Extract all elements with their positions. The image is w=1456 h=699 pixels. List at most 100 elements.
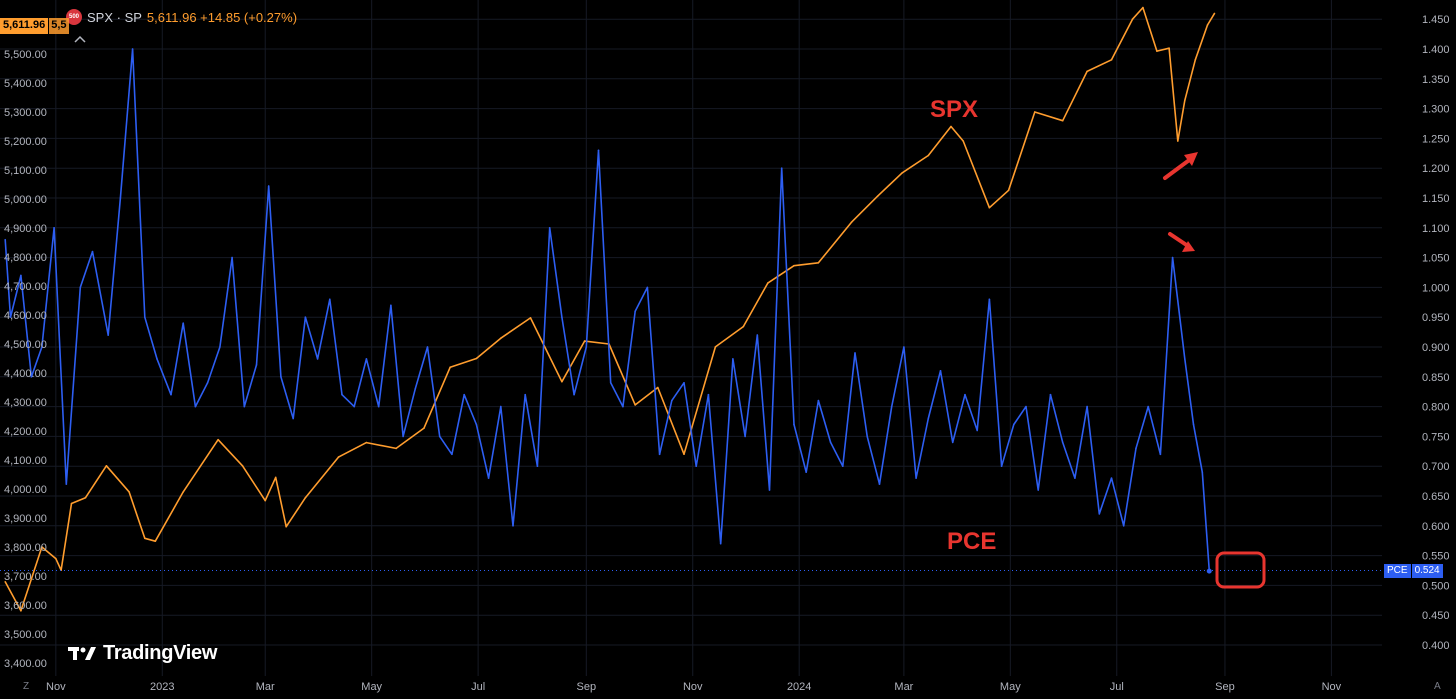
data-point-pce [255, 364, 258, 366]
data-point-pce [988, 298, 991, 301]
symbol-name[interactable]: SPX · SP [87, 9, 142, 25]
right-axis-tick: 1.150 [1422, 193, 1450, 205]
tradingview-logo[interactable]: TradingView [68, 642, 217, 665]
data-point-pce [658, 453, 661, 456]
data-point-pce [328, 298, 331, 301]
time-axis-tick: May [1000, 681, 1021, 693]
data-point-pce [756, 334, 759, 336]
data-point-pce [1147, 405, 1149, 408]
data-point-spx [20, 610, 22, 612]
right-axis-tick: 0.950 [1422, 312, 1450, 324]
data-point-pce [524, 393, 527, 396]
data-point-pce [951, 441, 954, 444]
data-point-spx [423, 427, 425, 429]
data-point-pce [829, 441, 832, 444]
data-point-spx [901, 172, 903, 174]
data-point-pce [426, 346, 429, 348]
data-point-spx [449, 366, 451, 369]
data-point-pce [107, 334, 109, 336]
pce-last-point [1206, 568, 1212, 574]
data-point-spx [128, 491, 130, 493]
tradingview-logo-icon [68, 646, 96, 660]
right-axis-tick: 1.350 [1422, 74, 1450, 86]
time-axis-tick: 2024 [787, 681, 811, 693]
left-axis-tick: 5,500.00 [4, 49, 47, 61]
pce-tag-value: 0.524 [1411, 564, 1443, 578]
data-point-spx [154, 540, 157, 542]
data-point-pce [707, 393, 710, 396]
data-point-pce [903, 346, 905, 348]
data-point-pce [768, 489, 771, 491]
data-point-spx [714, 346, 717, 348]
data-point-spx [683, 453, 685, 456]
data-point-pce [438, 435, 441, 438]
data-point-spx [1194, 59, 1197, 61]
left-axis-tick: 4,500.00 [4, 339, 47, 351]
right-axis-tick: 1.400 [1422, 44, 1450, 56]
data-point-pce [671, 399, 673, 402]
data-point-pce [243, 405, 246, 408]
time-axis-tick: 2023 [150, 681, 174, 693]
data-point-spx [1033, 111, 1036, 113]
data-point-pce [597, 149, 600, 152]
data-point-pce [206, 381, 209, 384]
time-axis-tick: May [361, 681, 382, 693]
data-point-spx [634, 404, 636, 406]
right-axis-tick: 0.700 [1422, 461, 1450, 473]
right-axis-tick: 0.400 [1422, 640, 1450, 652]
data-point-spx [927, 154, 930, 157]
left-price-axis[interactable]: 3,400.00 3,500.00 3,600.00 3,700.00 3,800.00… [4, 49, 47, 670]
data-point-pce [1000, 465, 1003, 468]
left-axis-tick: 4,200.00 [4, 426, 47, 438]
right-axis-tick: 0.650 [1422, 491, 1450, 503]
data-point-pce [793, 423, 795, 426]
data-point-pce [280, 376, 282, 378]
time-axis[interactable]: Nov 2023 Mar May Jul Sep Nov 2024 Mar May Jul Sep No… [46, 681, 1342, 693]
tradingview-wordmark: TradingView [103, 642, 218, 664]
data-point-spx [950, 125, 952, 128]
data-point-pce [609, 381, 612, 384]
data-point-spx [274, 476, 277, 479]
data-point-pce [744, 435, 746, 438]
right-axis-tick: 0.800 [1422, 402, 1450, 414]
timezone-button[interactable]: Z [23, 681, 30, 692]
data-point-spx [304, 496, 307, 499]
data-point-pce [1074, 477, 1076, 479]
data-point-spx [241, 465, 244, 467]
data-point-pce [91, 250, 94, 253]
data-point-pce [402, 435, 404, 438]
data-point-spx [337, 456, 340, 458]
data-point-pce [817, 399, 820, 402]
time-axis-tick: Sep [1215, 681, 1235, 693]
right-axis-tick: 0.600 [1422, 521, 1450, 533]
right-axis-tick: 1.050 [1422, 253, 1450, 265]
data-point-pce [561, 316, 563, 319]
left-axis-tick: 3,700.00 [4, 571, 47, 583]
red-arrow-icon [1168, 232, 1195, 252]
data-point-pce [1025, 405, 1027, 408]
spx-price-label: 5,611.96 5,5 [0, 18, 69, 34]
left-axis-tick: 4,600.00 [4, 310, 47, 322]
data-point-spx [988, 206, 991, 209]
spx-price-value: 5,611.96 [0, 18, 49, 34]
chevron-up-icon[interactable] [70, 30, 90, 48]
data-point-spx [1061, 119, 1064, 122]
auto-scale-button[interactable]: A [1434, 681, 1441, 692]
left-axis-tick: 5,200.00 [4, 136, 47, 148]
data-point-pce [377, 405, 380, 408]
data-point-spx [1213, 12, 1216, 15]
data-point-spx [1086, 70, 1088, 73]
data-point-pce [231, 256, 233, 259]
data-point-spx [657, 386, 659, 389]
data-point-pce [1086, 405, 1088, 408]
time-axis-tick: Mar [256, 681, 275, 693]
symbol-legend[interactable]: 500 SPX · SP 5,611.96 +14.85 (+0.27%) [66, 7, 297, 27]
data-point-pce [20, 274, 22, 277]
data-point-pce [695, 465, 698, 468]
right-price-axis[interactable]: 0.400 0.450 0.500 0.550 0.600 0.650 0.700 0.750… [1422, 14, 1450, 652]
left-axis-tick: 4,900.00 [4, 223, 47, 235]
data-point-pce [1171, 256, 1174, 259]
data-point-pce [585, 346, 588, 348]
data-point-pce [732, 358, 734, 360]
